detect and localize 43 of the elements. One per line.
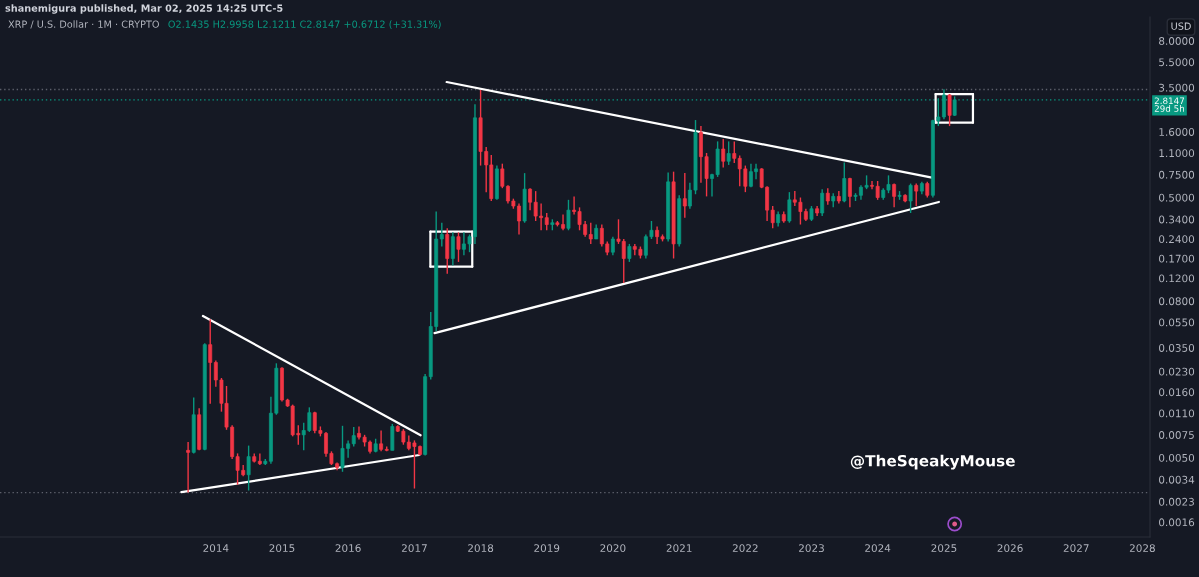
y-tick-label: 0.0800 (1159, 297, 1195, 306)
y-tick-label: 0.0230 (1159, 367, 1195, 376)
x-tick-label: 2015 (269, 544, 295, 553)
y-tick-label: 0.0023 (1159, 497, 1194, 506)
y-tick-label: 0.1700 (1159, 254, 1195, 263)
chart-title: XRP / U.S. Dollar · 1M · CRYPTO (8, 20, 159, 29)
x-tick-label: 2021 (666, 544, 692, 553)
y-tick-label: 1.1000 (1159, 149, 1195, 158)
x-tick-label: 2023 (799, 544, 824, 553)
y-tick-label: 8.0000 (1159, 37, 1195, 45)
y-tick-label: 3.5000 (1159, 83, 1195, 92)
chart-subtitle: O2.1435 H2.9958 L2.1211 C2.8147 +0.6712 (+31.31%) (168, 20, 441, 29)
y-tick-label: 0.0160 (1159, 388, 1195, 397)
y-tick-label: 0.0016 (1159, 518, 1195, 527)
x-tick-label: 2027 (1063, 544, 1089, 553)
y-tick-label: 5.5000 (1159, 58, 1195, 67)
x-tick-label: 2025 (931, 544, 957, 553)
x-tick-label: 2017 (401, 544, 427, 553)
y-tick-label: 0.0034 (1159, 475, 1195, 484)
y-tick-label: 0.0350 (1159, 344, 1195, 352)
y-tick-label: 0.1200 (1159, 274, 1195, 283)
text: shanemigura published, Mar 02, 2025 14:25 UTC-5 (5, 4, 283, 14)
y-tick-label: 0.3400 (1159, 215, 1195, 224)
x-tick-label: 2014 (203, 544, 229, 553)
annotation: @TheSqeakyMouse (850, 454, 1015, 470)
y-tick-label: 1.6000 (1159, 128, 1195, 136)
y-tick-label: 0.2400 (1159, 235, 1195, 244)
x-tick-label: 2020 (600, 544, 626, 553)
y-tick-label: 0.0050 (1159, 453, 1195, 462)
y-tick-label: 0.7500 (1159, 170, 1195, 179)
x-tick-label: 2028 (1129, 544, 1155, 553)
y-axis-title: USD (1171, 22, 1191, 30)
x-tick-label: 2018 (468, 544, 494, 553)
y-tick-label: 0.0075 (1159, 431, 1194, 439)
y-tick-label: 0.5000 (1159, 193, 1195, 202)
x-tick-label: 2026 (997, 544, 1023, 553)
x-tick-label: 2022 (732, 544, 758, 553)
x-tick-label: 2024 (865, 544, 891, 553)
y-tick-label: 0.0550 (1159, 318, 1195, 327)
ref-line-label: 2.8147 29d 5h (1154, 97, 1185, 112)
y-tick-label: 0.0110 (1159, 409, 1195, 418)
x-tick-label: 2016 (335, 544, 361, 553)
x-tick-label: 2019 (534, 544, 560, 553)
